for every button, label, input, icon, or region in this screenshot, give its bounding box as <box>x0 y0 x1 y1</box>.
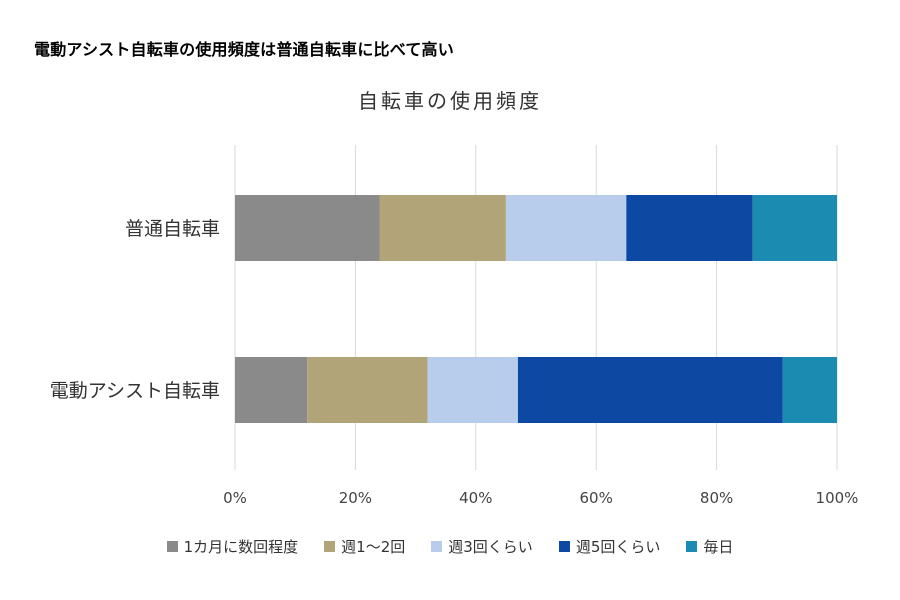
bar-segment <box>505 195 627 261</box>
x-tick-label: 20% <box>339 489 372 507</box>
legend-swatch <box>166 541 178 552</box>
bar-segment <box>626 195 753 261</box>
chart-title: 自転車の使用頻度 <box>358 89 542 113</box>
bar-segment <box>427 357 518 423</box>
legend-item: 毎日 <box>686 536 733 557</box>
legend-swatch <box>431 541 443 552</box>
legend-item: 週1～2回 <box>324 536 405 557</box>
x-tick-label: 100% <box>816 489 859 507</box>
legend-label: 週1～2回 <box>341 538 406 556</box>
x-tick-label: 80% <box>700 489 733 507</box>
x-tick-label: 0% <box>223 489 247 507</box>
legend-swatch <box>324 541 336 552</box>
bar-segment <box>379 195 506 261</box>
bar-segment <box>235 195 380 261</box>
bar-segment <box>517 357 783 423</box>
legend-label: 毎日 <box>703 538 734 556</box>
x-tick-label: 40% <box>459 489 492 507</box>
bar-segment <box>235 357 308 423</box>
legend-item: 週3回くらい <box>431 536 533 557</box>
bar-segment <box>782 357 837 423</box>
legend-label: 週5回くらい <box>575 538 661 556</box>
legend-label: 週3回くらい <box>448 538 533 556</box>
category-label: 電動アシスト自転車 <box>50 380 220 402</box>
legend-label: 1カ月に数回程度 <box>183 538 299 556</box>
bar-segment <box>752 195 837 261</box>
legend-item: 週5回くらい <box>558 536 661 557</box>
legend-swatch <box>558 541 570 552</box>
category-label: 普通自転車 <box>125 218 220 240</box>
legend: 1カ月に数回程度 週1～2回 週3回くらい 週5回くらい 毎日 <box>0 536 900 557</box>
legend-item: 1カ月に数回程度 <box>166 536 299 557</box>
bar-segment <box>307 357 428 423</box>
headline: 電動アシスト自転車の使用頻度は普通自転車に比べて高い <box>34 40 454 59</box>
x-tick-label: 60% <box>580 489 613 507</box>
legend-swatch <box>686 541 698 552</box>
